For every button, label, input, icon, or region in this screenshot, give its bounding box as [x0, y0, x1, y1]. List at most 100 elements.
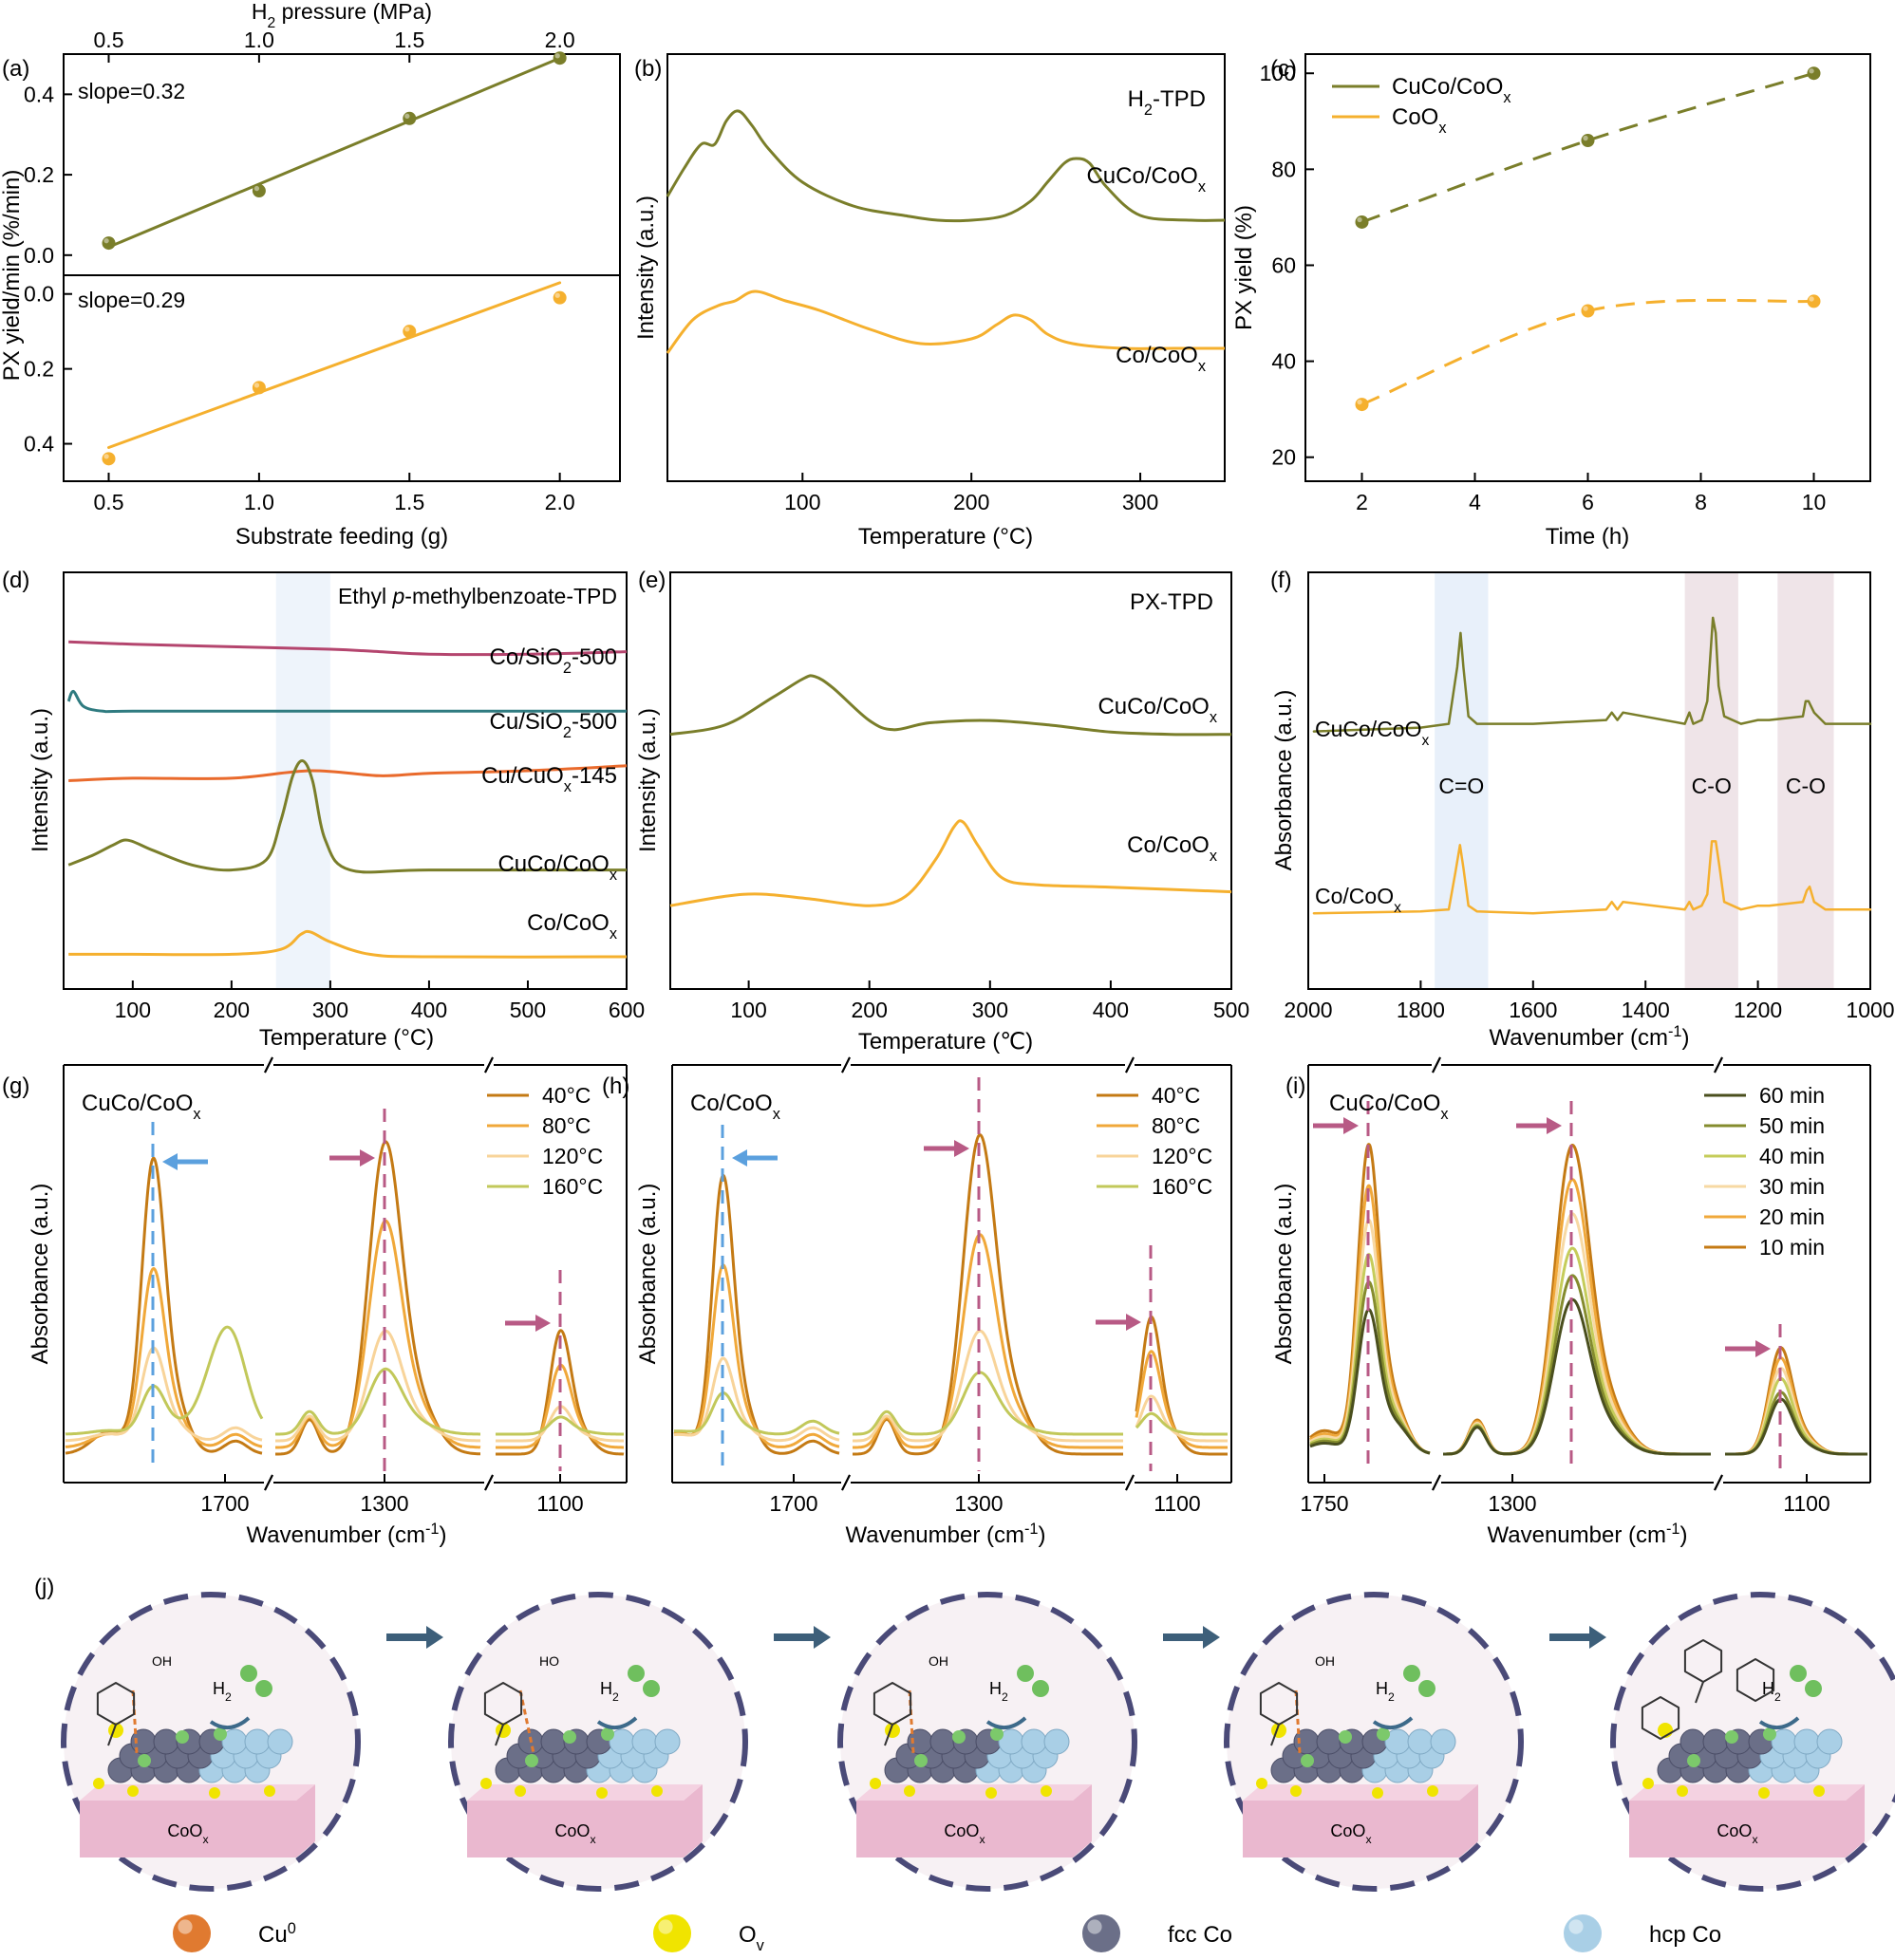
marker-highlight — [253, 185, 260, 192]
support-top — [80, 1784, 315, 1801]
step-arrow-head — [1203, 1626, 1220, 1649]
axis-break-mark — [1432, 1056, 1441, 1073]
marker-body — [252, 381, 266, 395]
x-tick-label: 100 — [784, 490, 820, 514]
x-tick-label: 2000 — [1284, 998, 1332, 1022]
oxygen-vacancy — [596, 1787, 608, 1799]
panel-label-h: (h) — [602, 1073, 629, 1099]
oh-label: OH — [1315, 1653, 1335, 1669]
marker-highlight — [554, 53, 560, 59]
label-part: Cu — [258, 1922, 288, 1948]
spectrum-line-g — [65, 1156, 263, 1455]
label-part: x — [1198, 358, 1206, 375]
support-top — [467, 1784, 703, 1801]
hydrogen-atom — [525, 1754, 538, 1767]
data-point-lower — [403, 325, 417, 339]
label-part: -500 — [572, 644, 617, 670]
label-part: 2 — [1774, 1690, 1781, 1704]
legend-label-g: 80°C — [542, 1113, 591, 1138]
data-point-c — [1581, 134, 1595, 148]
hydrogen-atom — [1725, 1730, 1738, 1744]
label-part: CuCo/CoO — [82, 1091, 193, 1116]
legend-ball-j — [653, 1914, 691, 1952]
x-tick-label: 200 — [953, 490, 989, 514]
top-tick-label: 0.5 — [94, 28, 124, 52]
label-part: CuCo/CoO — [497, 851, 609, 877]
label-part: -1 — [1668, 1023, 1682, 1040]
panel-label-f: (f) — [1270, 568, 1292, 593]
x-axis-title-i: Wavenumber (cm-1) — [1488, 1521, 1688, 1548]
x-tick-label: 4 — [1469, 490, 1481, 514]
label-part: Wavenumber (cm — [1490, 1025, 1668, 1051]
series-line-d — [66, 689, 627, 714]
shift-arrow-head — [732, 1149, 747, 1167]
legend-label-g: 40°C — [542, 1083, 591, 1108]
x-tick-label: 500 — [1213, 998, 1249, 1022]
spectrum-line-i — [1725, 1367, 1867, 1456]
y-tick-label: 60 — [1271, 252, 1296, 277]
hydrogen-atom — [914, 1754, 928, 1767]
label-part: -1 — [1666, 1521, 1680, 1538]
x-tick-label: 300 — [312, 998, 348, 1022]
data-point-upper — [102, 236, 116, 251]
spectrum-line-i — [1725, 1376, 1867, 1456]
support-top — [856, 1784, 1092, 1801]
label-part: 2 — [612, 1690, 619, 1704]
label-part: x — [1438, 120, 1446, 137]
spectrum-line-g — [275, 1367, 481, 1436]
marker-body — [653, 1914, 691, 1952]
series-label-e-cuco: CuCo/CoOx — [1098, 694, 1217, 726]
oxygen-vacancy — [651, 1785, 663, 1797]
y-axis-title-a: PX yield/min (%/min) — [0, 170, 25, 382]
hcp-co-atom — [1021, 1728, 1047, 1755]
spectrum-line-h — [1135, 1411, 1228, 1436]
label-part: H — [1376, 1679, 1388, 1698]
oxygen-vacancy — [870, 1778, 881, 1789]
marker-body — [1581, 304, 1595, 318]
label-part: 2 — [563, 724, 572, 741]
marker-body — [403, 111, 417, 125]
benzene-ring — [1641, 1696, 1680, 1740]
y-axis-title-c: PX yield (%) — [1231, 205, 1257, 330]
marker-highlight — [1809, 68, 1814, 74]
label-part: x — [1440, 1106, 1448, 1123]
top-tick-label: 2.0 — [545, 28, 575, 52]
series-line-b — [666, 289, 1225, 354]
benzene-ring — [483, 1682, 523, 1726]
hydrogen-atom — [1763, 1727, 1776, 1741]
marker-highlight — [1809, 296, 1814, 302]
hydrogen-atom — [1687, 1754, 1700, 1767]
label-part: x — [564, 778, 572, 795]
spectrum-line-i — [1725, 1397, 1867, 1456]
data-point-upper — [252, 184, 266, 198]
hydrogen-atom — [214, 1727, 227, 1741]
label-part: Ethyl — [338, 584, 393, 608]
x-tick-label: 6 — [1582, 490, 1594, 514]
series-line-d — [68, 640, 628, 657]
x-tick-label: 100 — [730, 998, 766, 1022]
label-part: H — [1128, 86, 1144, 112]
legend-label-j: hcp Co — [1649, 1922, 1721, 1948]
spectrum-line-h — [673, 1173, 840, 1455]
h2-molecule-atom — [240, 1665, 257, 1682]
label-part: CuCo/CoO — [1098, 694, 1209, 719]
x-tick-label: 200 — [214, 998, 250, 1022]
label-part: x — [1503, 89, 1510, 106]
axis-break-mark — [264, 1474, 273, 1491]
x-tick-label: 2.0 — [545, 490, 575, 514]
panel-label-e: (e) — [638, 568, 666, 593]
x-tick-label: 2 — [1356, 490, 1368, 514]
spillover-arrow — [209, 1716, 251, 1729]
series-label-b-co: Co/CoOx — [1116, 343, 1206, 375]
support-top — [1629, 1784, 1865, 1801]
h2-label: H2 — [989, 1679, 1008, 1704]
x-tick-label: 100 — [115, 998, 151, 1022]
hcp-co-atom — [1430, 1728, 1456, 1755]
marker-body — [102, 236, 116, 251]
label-part: x — [773, 1106, 780, 1123]
methyl-bond — [884, 1724, 893, 1746]
hydrogen-atom — [601, 1727, 614, 1741]
h2-molecule-atom — [1017, 1665, 1034, 1682]
marker-highlight — [404, 327, 410, 332]
series-label-e-co: Co/CoOx — [1127, 832, 1217, 865]
